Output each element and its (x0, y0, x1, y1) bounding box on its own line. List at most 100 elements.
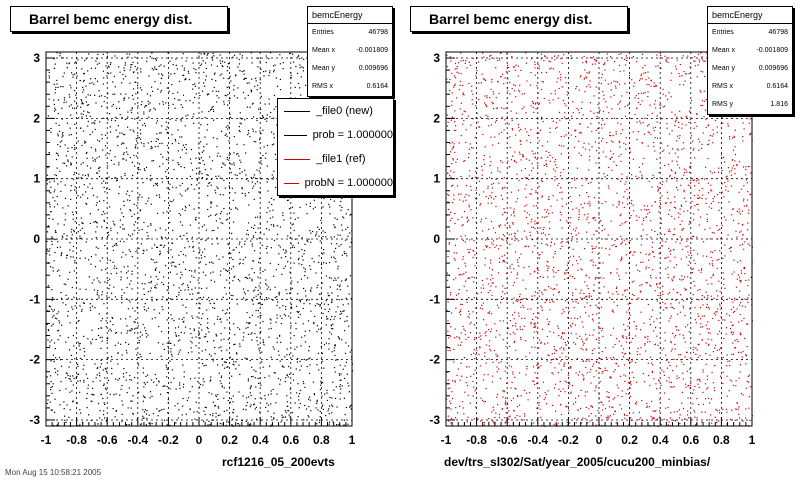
scatter-point (109, 393, 111, 395)
scatter-point (699, 355, 701, 357)
scatter-point (518, 126, 520, 128)
scatter-point (94, 160, 96, 162)
scatter-point (121, 212, 123, 214)
scatter-point (162, 103, 165, 105)
scatter-point (199, 171, 201, 173)
scatter-point (232, 266, 235, 268)
scatter-point (536, 85, 538, 87)
scatter-point (135, 318, 137, 320)
scatter-point (734, 173, 736, 175)
scatter-point (200, 254, 202, 256)
scatter-point (126, 199, 129, 201)
scatter-point (191, 351, 193, 353)
scatter-point (273, 117, 275, 119)
scatter-point (303, 253, 305, 255)
scatter-point (85, 141, 87, 143)
scatter-point (226, 86, 228, 88)
scatter-point (134, 56, 136, 58)
scatter-point (258, 170, 260, 172)
scatter-point (560, 360, 562, 362)
scatter-point (59, 404, 61, 406)
scatter-point (172, 229, 174, 231)
scatter-point (103, 180, 105, 182)
scatter-point (516, 272, 519, 274)
scatter-point (247, 322, 250, 324)
scatter-point (83, 89, 85, 91)
scatter-point (226, 421, 228, 423)
scatter-point (106, 75, 108, 77)
scatter-point (237, 153, 239, 155)
scatter-point (244, 77, 246, 79)
scatter-point (668, 398, 670, 400)
scatter-point (203, 163, 205, 166)
scatter-point (95, 254, 97, 256)
scatter-point (222, 162, 224, 164)
scatter-point (156, 384, 158, 386)
scatter-point (664, 55, 666, 57)
scatter-point (213, 119, 215, 121)
scatter-point (205, 67, 208, 70)
scatter-point (284, 356, 286, 358)
scatter-point (103, 384, 105, 387)
scatter-point (336, 424, 338, 426)
scatter-point (132, 129, 134, 131)
scatter-point (719, 409, 721, 411)
scatter-point (349, 406, 351, 408)
scatter-point (182, 117, 184, 119)
scatter-point (600, 83, 602, 85)
scatter-point (689, 185, 691, 187)
scatter-point (550, 241, 552, 243)
scatter-point (120, 297, 123, 299)
scatter-point (269, 72, 271, 74)
scatter-point (341, 280, 343, 282)
scatter-point (673, 233, 675, 236)
scatter-point (227, 243, 229, 245)
scatter-point (571, 187, 573, 189)
scatter-point (693, 127, 695, 129)
scatter-point (544, 234, 547, 236)
scatter-point (677, 292, 679, 294)
scatter-point (472, 311, 474, 313)
scatter-point (116, 267, 118, 269)
scatter-point (195, 257, 197, 259)
scatter-point (98, 95, 100, 97)
scatter-point (710, 184, 712, 186)
scatter-point (81, 116, 83, 118)
scatter-point (162, 156, 164, 158)
scatter-point (644, 342, 646, 345)
scatter-point (92, 381, 94, 383)
scatter-point (181, 224, 183, 226)
scatter-point (575, 136, 577, 138)
scatter-point (102, 53, 104, 55)
scatter-point (200, 124, 202, 126)
scatter-point (617, 293, 619, 295)
scatter-point (740, 333, 742, 335)
scatter-point (212, 413, 214, 415)
scatter-point (222, 309, 224, 311)
scatter-point (189, 281, 191, 283)
scatter-point (603, 94, 605, 96)
scatter-point (170, 314, 172, 316)
scatter-point (664, 340, 666, 342)
scatter-point (87, 120, 89, 122)
scatter-point (169, 360, 171, 362)
scatter-point (77, 363, 79, 366)
scatter-point (169, 210, 171, 212)
scatter-point (278, 292, 280, 295)
scatter-point (460, 309, 462, 311)
scatter-point (177, 99, 179, 101)
scatter-point (145, 424, 147, 426)
scatter-point (181, 208, 184, 210)
scatter-point (72, 256, 74, 258)
scatter-point (495, 195, 497, 198)
scatter-point (50, 375, 52, 377)
scatter-point (126, 424, 128, 426)
scatter-point (505, 219, 507, 221)
scatter-point (308, 350, 310, 352)
scatter-point (57, 99, 60, 101)
scatter-point (264, 118, 266, 120)
scatter-point (80, 113, 82, 115)
scatter-point (531, 170, 533, 172)
scatter-point (148, 422, 150, 424)
scatter-point (149, 95, 151, 97)
